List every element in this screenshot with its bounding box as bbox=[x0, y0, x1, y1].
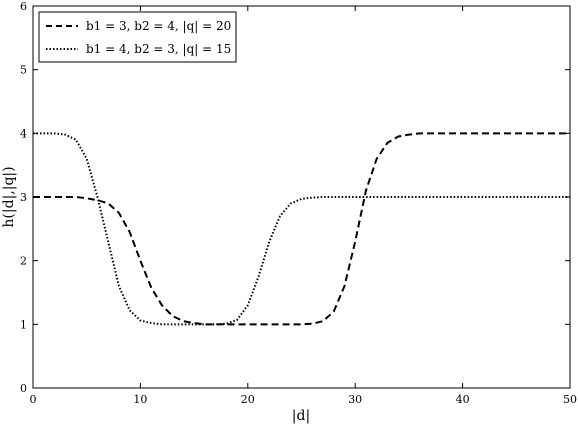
y-tick-label: 6 bbox=[20, 0, 27, 13]
x-tick-label: 0 bbox=[30, 393, 37, 406]
x-tick-label: 20 bbox=[241, 393, 255, 406]
legend-label-series-2: b1 = 4, b2 = 3, |q| = 15 bbox=[86, 42, 231, 56]
x-tick-label: 40 bbox=[456, 393, 470, 406]
series-line-1 bbox=[33, 132, 570, 326]
x-axis-label: |d| bbox=[292, 408, 310, 424]
y-tick-label: 5 bbox=[20, 64, 27, 77]
y-tick-label: 4 bbox=[20, 127, 27, 140]
series-layer bbox=[33, 132, 570, 326]
legend-box bbox=[38, 11, 237, 63]
y-axis-label: h(|d|,|q|) bbox=[1, 166, 17, 227]
legend-label-series-1: b1 = 3, b2 = 4, |q| = 20 bbox=[86, 19, 231, 33]
y-tick-label: 1 bbox=[20, 318, 27, 331]
y-tick-label: 0 bbox=[20, 382, 27, 395]
x-tick-label: 50 bbox=[563, 393, 577, 406]
x-tick-label: 10 bbox=[133, 393, 147, 406]
y-tick-label: 3 bbox=[20, 191, 27, 204]
legend: b1 = 3, b2 = 4, |q| = 20 b1 = 4, b2 = 3,… bbox=[38, 11, 237, 63]
x-tick-label: 30 bbox=[348, 393, 362, 406]
y-tick-label: 2 bbox=[20, 255, 27, 268]
series-line-2 bbox=[33, 132, 570, 326]
tick-layer: 0 10 20 30 40 50 0 1 2 3 4 5 6 bbox=[20, 0, 577, 406]
